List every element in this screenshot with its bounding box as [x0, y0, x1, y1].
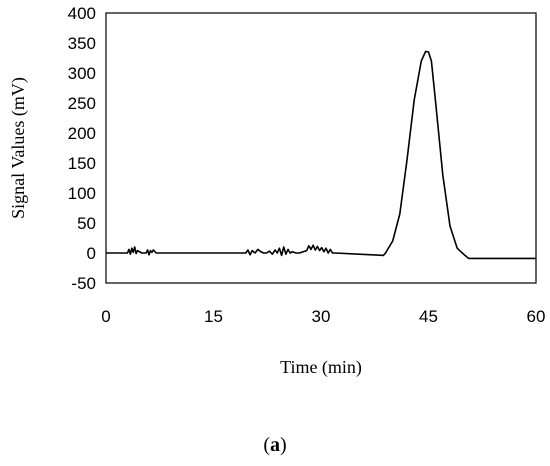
signal-series-line-0	[106, 50, 536, 260]
caption-open: (	[263, 434, 270, 456]
x-axis-title: Time (min)	[280, 357, 362, 378]
caption-close: )	[280, 434, 287, 456]
y-tick-label: 350	[68, 34, 96, 53]
series-layer	[106, 50, 536, 260]
y-tick-label: 200	[68, 124, 96, 143]
y-tick-label: 150	[68, 154, 96, 173]
y-tick-label: 50	[77, 214, 96, 233]
y-tick-label: 0	[87, 244, 96, 263]
y-axis-title: Signal Values (mV)	[8, 77, 29, 219]
x-tick-label: 30	[312, 307, 331, 326]
x-tick-label: 15	[204, 307, 223, 326]
caption-letter: a	[270, 434, 280, 456]
x-tick-label: 60	[527, 307, 546, 326]
y-tick-label: -50	[71, 274, 96, 293]
y-axis-tick-labels: -50 0 50 100 150 200 250 300 350 400	[68, 4, 96, 293]
plot-frame	[105, 12, 537, 284]
y-tick-label: 100	[68, 184, 96, 203]
y-tick-label: 300	[68, 64, 96, 83]
y-tick-label: 250	[68, 94, 96, 113]
x-tick-label: 0	[101, 307, 110, 326]
figure-caption: (a)	[263, 434, 286, 456]
plot-area	[105, 12, 537, 284]
x-axis-tick-labels: 0 15 30 45 60	[101, 307, 545, 326]
y-tick-label: 400	[68, 4, 96, 23]
x-tick-label: 45	[419, 307, 438, 326]
